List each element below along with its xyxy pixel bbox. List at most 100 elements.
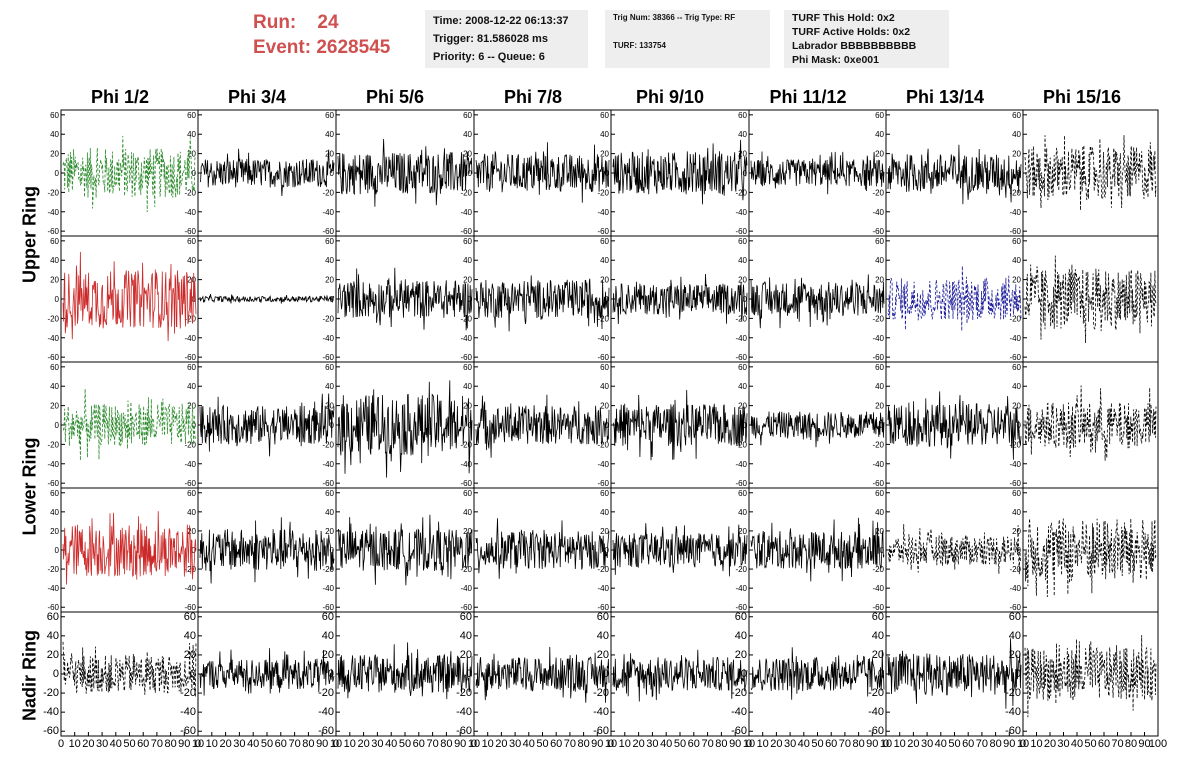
y-tick-label: 0 (330, 546, 335, 555)
y-tick-label: 60 (597, 611, 609, 623)
y-tick-label: 60 (875, 237, 884, 246)
run-label: Run: (253, 12, 297, 33)
x-tick-label: 40 (1071, 738, 1083, 750)
y-tick-label: 60 (875, 111, 884, 120)
y-tick-label: -40 (460, 584, 472, 593)
y-tick-label: -20 (1009, 440, 1021, 449)
waveform-series-r2-c7 (1024, 385, 1157, 461)
x-tick-label: 80 (1125, 738, 1137, 750)
y-tick-label: 60 (875, 489, 884, 498)
waveform-series-r3-c2 (337, 514, 473, 586)
x-tick-label: 60 (825, 738, 837, 750)
y-tick-label: -60 (1005, 725, 1021, 737)
x-tick-label: 50 (536, 738, 548, 750)
y-tick-label: 60 (600, 237, 609, 246)
waveform-series-r2-c6 (887, 391, 1022, 460)
waveform-series-r2-c3 (475, 394, 610, 458)
y-tick-label: 20 (1012, 527, 1021, 536)
y-tick-label: -20 (47, 188, 59, 197)
y-tick-label: 40 (600, 256, 609, 265)
x-tick-label: 90 (591, 738, 603, 750)
y-tick-label: 60 (600, 363, 609, 372)
waveform-series-r1-c6 (887, 265, 1022, 332)
y-tick-label: 60 (325, 363, 334, 372)
y-tick-label: 40 (325, 256, 334, 265)
x-tick-label: 30 (646, 738, 658, 750)
x-tick-label: 30 (233, 738, 245, 750)
y-tick-label: 0 (603, 668, 609, 680)
y-tick-label: 40 (325, 130, 334, 139)
y-tick-label: 60 (463, 237, 472, 246)
y-tick-label: -60 (460, 353, 472, 362)
y-tick-label: -60 (735, 479, 747, 488)
y-tick-label: 60 (187, 489, 196, 498)
y-tick-label: 40 (50, 382, 59, 391)
x-tick-label: 90 (1003, 738, 1015, 750)
waveform-series-r3-c5 (750, 517, 885, 582)
column-header: Phi 15/16 (1042, 87, 1122, 107)
y-tick-label: -60 (184, 603, 196, 612)
y-tick-label: 40 (1012, 130, 1021, 139)
y-tick-label: 20 (187, 150, 196, 159)
waveform-series-r3-c1 (199, 517, 335, 584)
x-tick-label: 10 (743, 738, 755, 750)
y-tick-label: 20 (600, 276, 609, 285)
y-tick-label: 60 (738, 237, 747, 246)
y-tick-label: -20 (322, 314, 334, 323)
x-tick-label: 0 (883, 738, 889, 750)
y-tick-label: 20 (738, 527, 747, 536)
y-tick-label: 40 (597, 630, 609, 642)
y-tick-label: 60 (187, 237, 196, 246)
y-tick-label: -40 (43, 706, 59, 718)
y-tick-label: 20 (1009, 649, 1021, 661)
x-tick-label: 80 (302, 738, 314, 750)
x-tick-label: 20 (82, 738, 94, 750)
y-tick-label: 40 (1009, 630, 1021, 642)
y-tick-label: 60 (187, 363, 196, 372)
y-tick-label: 60 (463, 363, 472, 372)
y-tick-label: 20 (875, 402, 884, 411)
y-tick-label: 40 (187, 256, 196, 265)
y-tick-label: -40 (735, 334, 747, 343)
y-tick-label: 40 (875, 130, 884, 139)
waveform-series-r4-c3 (475, 646, 610, 703)
x-tick-label: 50 (811, 738, 823, 750)
y-tick-label: 40 (50, 130, 59, 139)
x-tick-label: 40 (110, 738, 122, 750)
y-tick-label: -60 (872, 479, 884, 488)
x-tick-label: 40 (660, 738, 672, 750)
y-tick-label: 0 (192, 421, 197, 430)
x-tick-label: 100 (1149, 738, 1167, 750)
x-tick-label: 0 (333, 738, 339, 750)
y-tick-label: -40 (184, 460, 196, 469)
y-tick-label: 0 (1017, 546, 1022, 555)
y-tick-label: 20 (463, 276, 472, 285)
y-tick-label: 20 (1012, 150, 1021, 159)
y-tick-label: 40 (738, 256, 747, 265)
waveform-series-r2-c4 (612, 389, 748, 461)
y-tick-label: 0 (53, 668, 59, 680)
x-tick-label: 20 (907, 738, 919, 750)
trig-num-text: Trig Num: 38366 -- Trig Type: RF (613, 13, 736, 22)
y-tick-label: -40 (318, 706, 334, 718)
x-tick-label: 0 (608, 738, 614, 750)
y-tick-label: 0 (1017, 295, 1022, 304)
y-tick-label: 20 (597, 649, 609, 661)
y-tick-label: 20 (50, 527, 59, 536)
x-tick-label: 40 (798, 738, 810, 750)
y-tick-label: -40 (872, 460, 884, 469)
y-tick-label: -20 (735, 188, 747, 197)
x-tick-label: 10 (69, 738, 81, 750)
y-tick-label: 20 (1012, 402, 1021, 411)
x-tick-label: 0 (746, 738, 752, 750)
x-tick-label: 0 (195, 738, 201, 750)
x-tick-label: 50 (674, 738, 686, 750)
y-tick-label: 20 (463, 527, 472, 536)
waveform-series-r4-c1 (199, 648, 335, 696)
x-tick-label: 70 (288, 738, 300, 750)
x-tick-label: 10 (757, 738, 769, 750)
x-tick-label: 10 (619, 738, 631, 750)
x-tick-label: 60 (413, 738, 425, 750)
y-tick-label: 20 (735, 649, 747, 661)
